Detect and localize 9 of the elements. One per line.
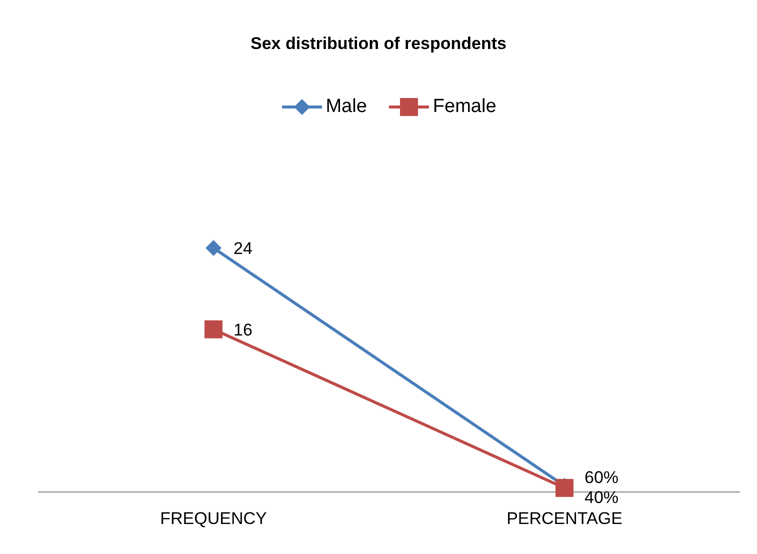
chart-title: Sex distribution of respondents: [250, 34, 508, 54]
data-label: 40%: [584, 488, 619, 507]
data-label: 16: [234, 320, 252, 340]
legend-label: Male: [326, 96, 367, 118]
data-label: 24: [234, 238, 252, 258]
data-label: 60%: [584, 468, 619, 487]
x-tick-label: FREQUENCY: [160, 509, 267, 528]
legend-label: Female: [432, 96, 496, 118]
x-tick-label: PERCENTAGE: [506, 509, 622, 528]
